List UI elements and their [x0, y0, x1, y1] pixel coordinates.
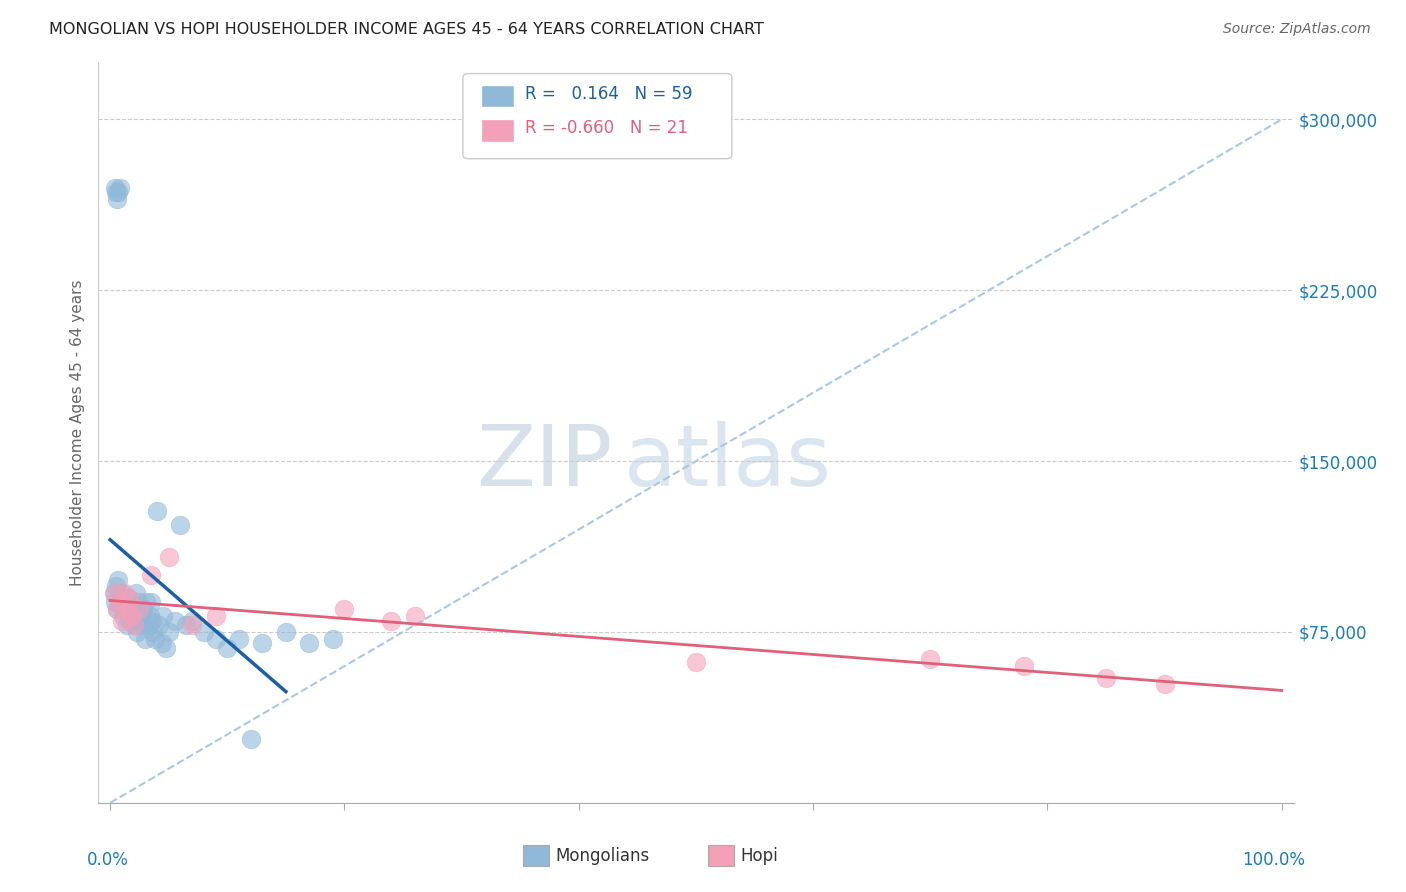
- Point: [122, 618, 145, 632]
- Point: [124, 609, 146, 624]
- Point: [117, 591, 139, 605]
- Point: [112, 586, 135, 600]
- Point: [112, 595, 135, 609]
- Text: R = -0.660   N = 21: R = -0.660 N = 21: [524, 120, 688, 137]
- Text: atlas: atlas: [624, 421, 832, 504]
- Point: [152, 609, 174, 624]
- Point: [143, 632, 166, 646]
- Point: [136, 614, 159, 628]
- Point: [274, 624, 297, 639]
- Point: [181, 614, 204, 628]
- Point: [127, 624, 149, 639]
- Point: [121, 602, 143, 616]
- Text: Hopi: Hopi: [740, 847, 778, 865]
- Text: 0.0%: 0.0%: [87, 851, 128, 869]
- Point: [193, 624, 215, 639]
- FancyBboxPatch shape: [463, 73, 733, 159]
- Point: [1153, 677, 1175, 691]
- Text: R =   0.164   N = 59: R = 0.164 N = 59: [524, 85, 693, 103]
- Point: [107, 186, 129, 200]
- Bar: [523, 845, 548, 866]
- Point: [239, 731, 262, 746]
- Bar: [481, 85, 515, 107]
- Point: [204, 632, 226, 646]
- Point: [139, 609, 162, 624]
- Point: [120, 595, 142, 609]
- Point: [127, 595, 149, 609]
- Point: [920, 652, 942, 666]
- Point: [108, 595, 131, 609]
- Point: [228, 632, 250, 646]
- Point: [107, 573, 129, 587]
- Text: ZIP: ZIP: [475, 421, 613, 504]
- Point: [685, 655, 707, 669]
- Point: [108, 180, 131, 194]
- Point: [150, 636, 173, 650]
- Point: [252, 636, 274, 650]
- Point: [118, 604, 141, 618]
- Point: [122, 618, 145, 632]
- Point: [146, 504, 169, 518]
- Point: [104, 180, 127, 194]
- Point: [131, 614, 153, 628]
- Point: [132, 602, 155, 616]
- Point: [169, 517, 191, 532]
- Y-axis label: Householder Income Ages 45 - 64 years: Householder Income Ages 45 - 64 years: [69, 279, 84, 586]
- Point: [105, 186, 128, 200]
- Point: [115, 618, 138, 632]
- Point: [108, 595, 131, 609]
- Point: [298, 636, 321, 650]
- Point: [157, 624, 180, 639]
- Point: [157, 549, 180, 564]
- Bar: [481, 120, 515, 142]
- Point: [1095, 671, 1118, 685]
- Point: [114, 602, 136, 616]
- Point: [1012, 659, 1035, 673]
- Point: [155, 640, 177, 655]
- Point: [125, 586, 148, 600]
- Point: [174, 618, 197, 632]
- Point: [111, 614, 134, 628]
- Point: [104, 586, 127, 600]
- Text: Source: ZipAtlas.com: Source: ZipAtlas.com: [1223, 22, 1371, 37]
- Point: [128, 609, 150, 624]
- Point: [404, 609, 426, 624]
- Point: [138, 618, 160, 632]
- Point: [129, 618, 152, 632]
- Point: [134, 632, 156, 646]
- Point: [112, 609, 135, 624]
- Point: [105, 602, 128, 616]
- Point: [111, 586, 134, 600]
- Point: [118, 591, 141, 605]
- Point: [333, 602, 356, 616]
- Point: [141, 614, 163, 628]
- Point: [128, 602, 150, 616]
- Point: [204, 609, 226, 624]
- Point: [142, 624, 165, 639]
- Point: [120, 609, 142, 624]
- Point: [103, 586, 125, 600]
- Bar: [709, 845, 734, 866]
- Point: [163, 614, 186, 628]
- Point: [181, 618, 204, 632]
- Point: [104, 595, 127, 609]
- Point: [115, 602, 138, 616]
- Point: [322, 632, 344, 646]
- Point: [135, 595, 157, 609]
- Point: [141, 568, 163, 582]
- Point: [148, 618, 170, 632]
- Point: [105, 192, 128, 206]
- Point: [217, 640, 239, 655]
- Point: [105, 602, 128, 616]
- Point: [120, 614, 141, 628]
- Point: [110, 591, 132, 605]
- Point: [141, 595, 163, 609]
- Text: MONGOLIAN VS HOPI HOUSEHOLDER INCOME AGES 45 - 64 YEARS CORRELATION CHART: MONGOLIAN VS HOPI HOUSEHOLDER INCOME AGE…: [49, 22, 763, 37]
- Point: [105, 579, 128, 593]
- Point: [380, 614, 402, 628]
- Text: Mongolians: Mongolians: [555, 847, 650, 865]
- Text: 100.0%: 100.0%: [1243, 851, 1306, 869]
